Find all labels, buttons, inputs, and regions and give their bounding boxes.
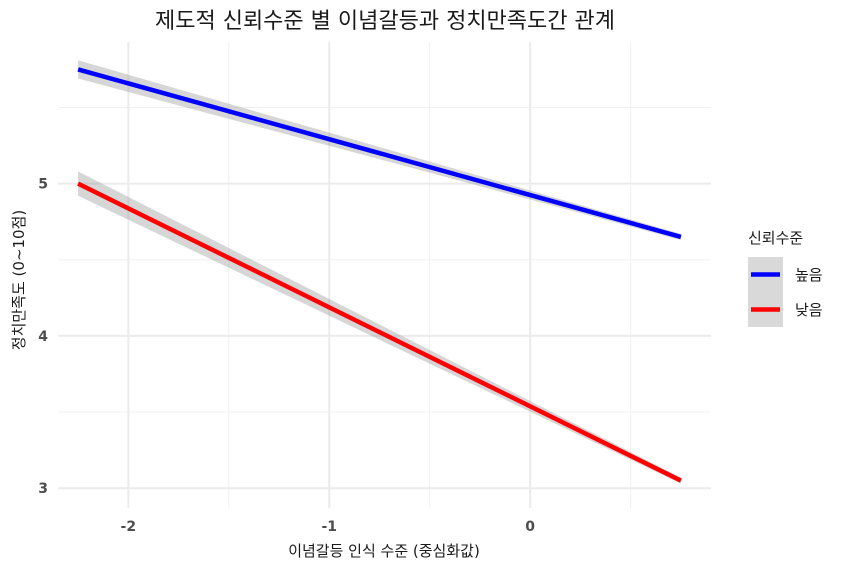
legend-title: 신뢰수준 (748, 229, 803, 247)
y-tick-label: 5 (38, 177, 48, 193)
legend-item: 높음 (748, 257, 823, 292)
y-tick-label: 4 (38, 329, 48, 345)
series-lines (77, 67, 682, 483)
x-axis-title: 이념갈등 인식 수준 (중심화값) (288, 542, 480, 560)
series-line (77, 181, 682, 483)
chart-title: 제도적 신뢰수준 별 이념갈등과 정치만족도간 관계 (155, 9, 615, 34)
y-tick-labels: 3 4 5 (38, 177, 48, 498)
x-tick-label: -1 (321, 519, 337, 535)
legend-item: 낮음 (748, 292, 823, 327)
y-axis-title: 정치만족도 (0~10점) (10, 210, 28, 350)
x-tick-label: -2 (121, 519, 137, 535)
series-line (77, 67, 682, 240)
major-gridlines (58, 42, 711, 508)
confidence-bands (78, 60, 681, 484)
x-tick-labels: -2 -1 0 (121, 519, 536, 535)
minor-gridlines (58, 42, 711, 508)
legend-label: 낮음 (795, 301, 823, 319)
y-tick-label: 3 (38, 481, 48, 497)
legend-label: 높음 (795, 266, 823, 284)
x-tick-label: 0 (525, 519, 535, 535)
